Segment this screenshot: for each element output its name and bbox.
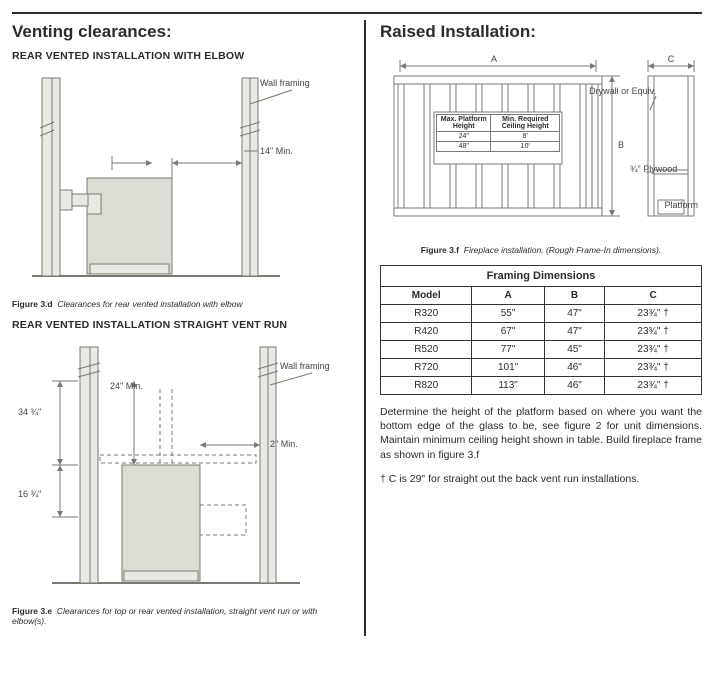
table-row: R820 113" 46" 23¾" † xyxy=(381,377,702,395)
inner-r1c2: 8' xyxy=(491,132,560,142)
label-wall-framing-e: Wall framing xyxy=(280,361,330,371)
cell-C: 23¾" † xyxy=(605,377,702,395)
subhead-3d: REAR VENTED INSTALLATION WITH ELBOW xyxy=(12,50,354,62)
dim-2-min: 2" Min. xyxy=(270,439,298,449)
figure-3d: Wall framing 14" Min. xyxy=(12,68,312,290)
two-column-layout: Venting clearances: REAR VENTED INSTALLA… xyxy=(12,20,702,636)
caption-3e: Figure 3.e Clearances for top or rear ve… xyxy=(12,606,354,626)
heading-venting: Venting clearances: xyxy=(12,22,354,42)
table-row: R320 55" 47" 23¾" † xyxy=(381,305,702,323)
caption-3f: Figure 3.f Fireplace installation, (Roug… xyxy=(380,245,702,255)
ftable-h-B: B xyxy=(544,287,604,305)
dim-16-34: 16 ¾" xyxy=(18,489,41,499)
ftable-h-A: A xyxy=(472,287,544,305)
cell-B: 45" xyxy=(544,341,604,359)
cell-C: 23¾" † xyxy=(605,359,702,377)
ftable-h-model: Model xyxy=(381,287,472,305)
right-column: Raised Installation: A C xyxy=(366,20,702,636)
caption-3f-b: Figure 3.f xyxy=(421,245,459,255)
cell-C: 23¾" † xyxy=(605,323,702,341)
inner-th-2: Min. Required Ceiling Height xyxy=(491,115,560,132)
label-drywall: Drywall or Equiv. xyxy=(589,86,656,96)
left-column: Venting clearances: REAR VENTED INSTALLA… xyxy=(12,20,364,636)
cell-C: 23¾" † xyxy=(605,341,702,359)
cell-B: 46" xyxy=(544,377,604,395)
dim-14-min: 14" Min. xyxy=(260,146,293,156)
dim-24-min: 24" Min. xyxy=(110,381,143,391)
cell-B: 47" xyxy=(544,305,604,323)
inner-th-1: Max. Platform Height xyxy=(437,115,491,132)
cell-B: 47" xyxy=(544,323,604,341)
caption-3d: Figure 3.d Clearances for rear vented in… xyxy=(12,299,354,309)
dim-B: B xyxy=(618,140,624,150)
figure-3e: Wall framing 24" Min. 2" Min. xyxy=(12,337,342,597)
caption-3f-i: Fireplace installation, (Rough Frame-In … xyxy=(464,245,661,255)
cell-A: 101" xyxy=(472,359,544,377)
inner-r2c1: 48" xyxy=(437,142,491,152)
heading-raised: Raised Installation: xyxy=(380,22,702,42)
para-determine: Determine the height of the platform bas… xyxy=(380,405,702,462)
cell-A: 67" xyxy=(472,323,544,341)
label-wall-framing-d: Wall framing xyxy=(260,78,310,88)
dim-C: C xyxy=(668,54,675,64)
subhead-3e: REAR VENTED INSTALLATION STRAIGHT VENT R… xyxy=(12,319,354,331)
cell-A: 55" xyxy=(472,305,544,323)
cell-B: 46" xyxy=(544,359,604,377)
inner-r2c2: 10' xyxy=(491,142,560,152)
inner-r1c1: 24" xyxy=(437,132,491,142)
dim-34-34: 34 ¾" xyxy=(18,407,41,417)
figure-3f: A C xyxy=(380,50,700,236)
cell-A: 77" xyxy=(472,341,544,359)
caption-3e-b: Figure 3.e xyxy=(12,606,52,616)
dim-A: A xyxy=(491,54,497,64)
cell-model: R320 xyxy=(381,305,472,323)
cell-A: 113" xyxy=(472,377,544,395)
ftable-title: Framing Dimensions xyxy=(381,266,702,287)
cell-model: R420 xyxy=(381,323,472,341)
table-row: R520 77" 45" 23¾" † xyxy=(381,341,702,359)
caption-3d-i: Clearances for rear vented installation … xyxy=(57,299,242,309)
caption-3d-b: Figure 3.d xyxy=(12,299,53,309)
cell-C: 23¾" † xyxy=(605,305,702,323)
table-row: R720 101" 46" 23¾" † xyxy=(381,359,702,377)
cell-model: R520 xyxy=(381,341,472,359)
para-dagger: † C is 29" for straight out the back ven… xyxy=(380,472,702,486)
label-platform: Platform xyxy=(664,200,698,210)
caption-3e-i: Clearances for top or rear vented instal… xyxy=(12,606,317,626)
framing-table: Framing Dimensions Model A B C R320 55" … xyxy=(380,265,702,395)
table-row: R420 67" 47" 23¾" † xyxy=(381,323,702,341)
ftable-h-C: C xyxy=(605,287,702,305)
top-rule xyxy=(12,12,702,14)
cell-model: R820 xyxy=(381,377,472,395)
cell-model: R720 xyxy=(381,359,472,377)
